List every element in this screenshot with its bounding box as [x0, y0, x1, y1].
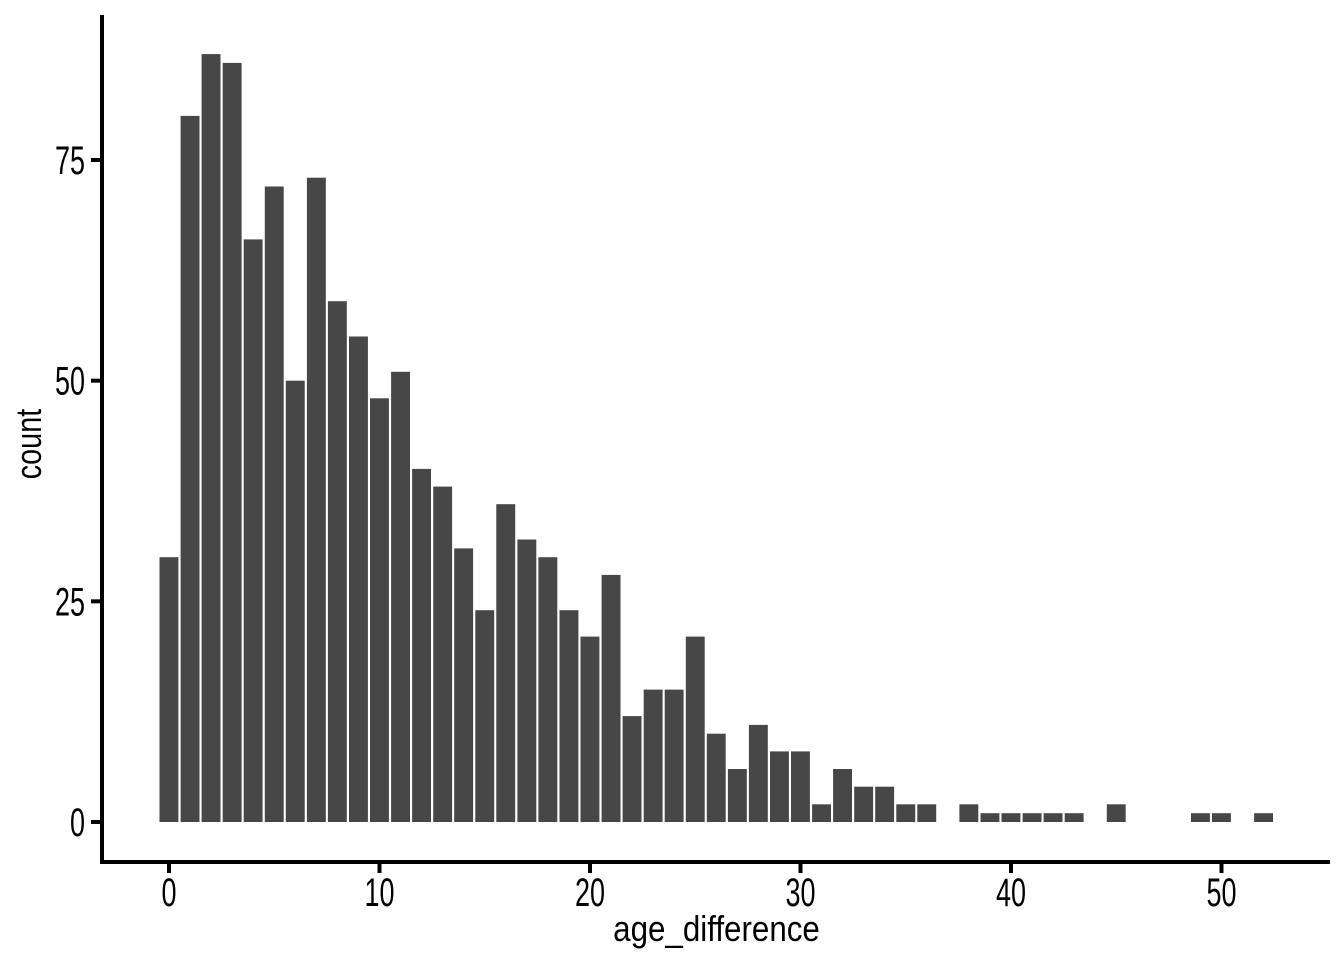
- histogram-bar: [1106, 804, 1126, 822]
- x-tick: [167, 864, 171, 873]
- x-axis-line: [100, 860, 1330, 864]
- histogram-bar: [685, 636, 705, 822]
- histogram-bar: [643, 689, 663, 822]
- histogram-bar: [580, 636, 600, 822]
- histogram-bar: [412, 468, 431, 822]
- y-tick-label: 50: [55, 360, 85, 404]
- histogram-bar: [1191, 813, 1210, 822]
- histogram-bar: [559, 610, 579, 822]
- histogram-bar: [875, 786, 895, 822]
- x-tick-label: 10: [365, 871, 395, 915]
- histogram-bar: [727, 769, 747, 822]
- histogram-bar: [496, 504, 516, 822]
- histogram-bar: [180, 115, 200, 822]
- x-tick-label: 20: [575, 871, 605, 915]
- y-tick: [91, 378, 100, 383]
- histogram-bar: [159, 557, 179, 822]
- histogram-bar: [601, 574, 621, 822]
- y-tick: [91, 157, 100, 162]
- histogram-bar: [622, 716, 642, 822]
- y-tick-label: 75: [55, 139, 85, 183]
- histogram-bar: [517, 539, 537, 822]
- x-tick-label: 30: [786, 871, 816, 915]
- x-tick: [377, 864, 382, 873]
- histogram-bar: [917, 804, 937, 822]
- histogram-bar: [664, 689, 684, 822]
- histogram-bar: [959, 804, 979, 822]
- y-tick-label: 0: [70, 801, 85, 845]
- histogram-bar: [770, 751, 789, 822]
- histogram-bar: [706, 733, 726, 822]
- x-axis-title: age_difference: [613, 908, 820, 949]
- histogram-bar: [538, 557, 558, 822]
- histogram-bar: [285, 380, 305, 822]
- y-tick-label: 25: [55, 580, 85, 624]
- histogram-bar: [854, 786, 874, 822]
- histogram-bar: [791, 751, 810, 822]
- histogram-bar: [327, 301, 347, 822]
- histogram-bar: [1022, 813, 1042, 822]
- x-tick: [1219, 864, 1224, 873]
- histogram-bar: [896, 804, 916, 822]
- histogram-bar: [433, 486, 453, 822]
- y-tick: [91, 820, 100, 824]
- x-tick: [1009, 864, 1013, 873]
- histogram-bar: [391, 371, 410, 822]
- histogram-bar: [222, 62, 242, 822]
- histogram-bar: [748, 724, 768, 822]
- histogram-bar: [833, 769, 852, 822]
- histogram-bar: [201, 54, 221, 823]
- histogram-bar: [349, 336, 368, 822]
- x-tick-label: 0: [162, 871, 177, 915]
- y-tick: [91, 599, 100, 604]
- histogram-bar: [370, 398, 389, 822]
- x-tick-label: 50: [1207, 871, 1237, 915]
- histogram-bar: [243, 239, 263, 822]
- histogram-bar: [1064, 813, 1084, 822]
- histogram-bar: [1043, 813, 1063, 822]
- histogram-bar: [1254, 813, 1273, 822]
- histogram-bar: [454, 548, 474, 822]
- y-axis-title: count: [8, 408, 49, 480]
- histogram-bar: [475, 610, 495, 822]
- x-tick: [798, 864, 803, 873]
- histogram-bar: [306, 177, 326, 822]
- histogram-bar: [1212, 813, 1231, 822]
- y-axis-line: [100, 15, 104, 864]
- histogram-bar: [1001, 813, 1021, 822]
- histogram-bar: [980, 813, 1000, 822]
- x-tick: [588, 864, 592, 873]
- x-tick-label: 40: [996, 871, 1026, 915]
- histogram-bar: [812, 804, 831, 822]
- histogram-bar: [264, 186, 284, 822]
